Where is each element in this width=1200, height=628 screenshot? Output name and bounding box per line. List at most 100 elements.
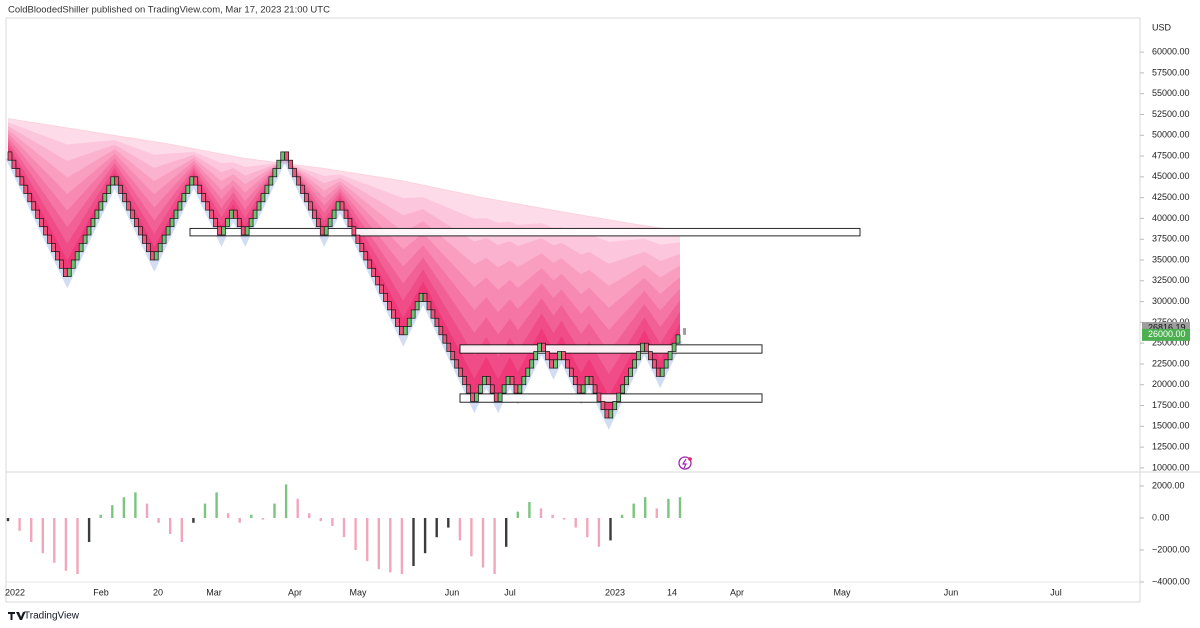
renko-brick bbox=[122, 193, 127, 203]
renko-brick bbox=[130, 209, 135, 219]
renko-brick bbox=[308, 201, 313, 211]
renko-brick bbox=[304, 193, 309, 203]
y-tick-label: 35000.00 bbox=[1152, 254, 1190, 264]
osc-bar bbox=[655, 508, 658, 518]
osc-bar bbox=[250, 514, 253, 518]
renko-brick bbox=[462, 376, 467, 386]
osc-bar bbox=[667, 498, 670, 518]
osc-tick-label: 0.00 bbox=[1152, 512, 1170, 522]
renko-brick bbox=[553, 359, 558, 369]
renko-brick bbox=[402, 326, 408, 336]
osc-bar bbox=[447, 518, 450, 528]
renko-brick bbox=[640, 342, 645, 352]
renko-brick bbox=[59, 259, 64, 269]
close-tag bbox=[1142, 328, 1190, 341]
renko-brick bbox=[292, 168, 297, 178]
renko-brick bbox=[94, 209, 100, 219]
y-tick-label: 45000.00 bbox=[1152, 171, 1190, 181]
osc-bar bbox=[539, 508, 543, 518]
renko-brick bbox=[549, 359, 554, 369]
renko-brick bbox=[557, 351, 562, 361]
y-tick-label: 25000.00 bbox=[1152, 338, 1190, 348]
y-tick-label: 32500.00 bbox=[1152, 275, 1190, 285]
renko-brick bbox=[149, 251, 155, 261]
renko-brick bbox=[628, 367, 633, 377]
osc-bar bbox=[18, 518, 21, 531]
renko-brick bbox=[252, 209, 258, 219]
osc-bar bbox=[6, 518, 10, 522]
renko-brick bbox=[272, 168, 278, 178]
renko-brick bbox=[659, 367, 665, 377]
renko-brick bbox=[288, 159, 293, 169]
osc-bar bbox=[308, 513, 311, 518]
osc-bar bbox=[122, 497, 126, 518]
support-zone bbox=[459, 393, 763, 403]
renko-brick bbox=[533, 351, 539, 361]
x-tick-label: Jul bbox=[1050, 587, 1062, 597]
osc-bar bbox=[528, 502, 531, 518]
osc-bar bbox=[505, 518, 508, 547]
osc-bar bbox=[435, 518, 438, 538]
y-tick-label: 22500.00 bbox=[1152, 358, 1190, 368]
renko-brick bbox=[580, 384, 586, 394]
renko-brick bbox=[422, 292, 428, 302]
renko-brick bbox=[268, 176, 274, 186]
osc-bar bbox=[296, 498, 299, 518]
renko-brick bbox=[232, 209, 238, 219]
renko-brick bbox=[177, 201, 183, 211]
renko-brick bbox=[66, 267, 72, 277]
renko-brick bbox=[537, 342, 542, 352]
renko-brick bbox=[521, 376, 527, 386]
renko-brick bbox=[319, 226, 325, 236]
renko-brick bbox=[359, 243, 365, 253]
osc-bar bbox=[481, 518, 485, 568]
alert-icon bbox=[678, 456, 692, 470]
osc-bar bbox=[331, 518, 334, 526]
renko-brick bbox=[161, 234, 167, 244]
renko-brick bbox=[260, 193, 266, 203]
renko-brick bbox=[106, 184, 112, 194]
osc-bar bbox=[99, 514, 102, 518]
renko-brick bbox=[667, 351, 673, 361]
renko-brick bbox=[86, 226, 92, 236]
osc-tick-label: −4000.00 bbox=[1152, 576, 1190, 586]
osc-bar bbox=[423, 518, 427, 554]
renko-brick bbox=[513, 384, 519, 394]
y-tick-label: 37500.00 bbox=[1152, 234, 1190, 244]
renko-brick bbox=[51, 243, 56, 253]
renko-brick bbox=[343, 209, 349, 219]
renko-brick bbox=[284, 151, 290, 161]
y-tick-label: 15000.00 bbox=[1152, 421, 1190, 431]
renko-brick bbox=[458, 367, 463, 377]
osc-bar bbox=[226, 513, 230, 518]
y-tick-label: 55000.00 bbox=[1152, 88, 1190, 98]
renko-brick bbox=[315, 218, 321, 228]
osc-bar bbox=[354, 518, 357, 550]
renko-brick bbox=[55, 251, 60, 261]
osc-bar bbox=[609, 518, 612, 541]
renko-brick bbox=[70, 259, 76, 269]
osc-bar bbox=[111, 505, 114, 518]
currency-label: USD bbox=[1152, 22, 1172, 32]
renko-brick bbox=[47, 234, 52, 244]
renko-brick bbox=[189, 176, 195, 186]
renko-brick bbox=[240, 226, 246, 236]
renko-brick bbox=[39, 218, 44, 228]
y-tick-label: 60000.00 bbox=[1152, 46, 1190, 56]
osc-bar bbox=[215, 492, 218, 518]
renko-brick bbox=[383, 292, 388, 302]
x-tick-label: Jul bbox=[504, 587, 516, 597]
ribbon-layer bbox=[8, 148, 680, 418]
osc-bar bbox=[261, 518, 265, 520]
renko-brick bbox=[430, 309, 436, 319]
renko-brick bbox=[565, 359, 570, 369]
renko-brick bbox=[15, 168, 21, 178]
renko-brick bbox=[584, 376, 590, 386]
close-label: 26000.00 bbox=[1148, 329, 1186, 339]
osc-bar bbox=[145, 503, 149, 518]
osc-bar bbox=[366, 518, 369, 562]
osc-bar bbox=[412, 518, 415, 566]
renko-brick bbox=[27, 193, 33, 203]
y-tick-label: 30000.00 bbox=[1152, 296, 1190, 306]
